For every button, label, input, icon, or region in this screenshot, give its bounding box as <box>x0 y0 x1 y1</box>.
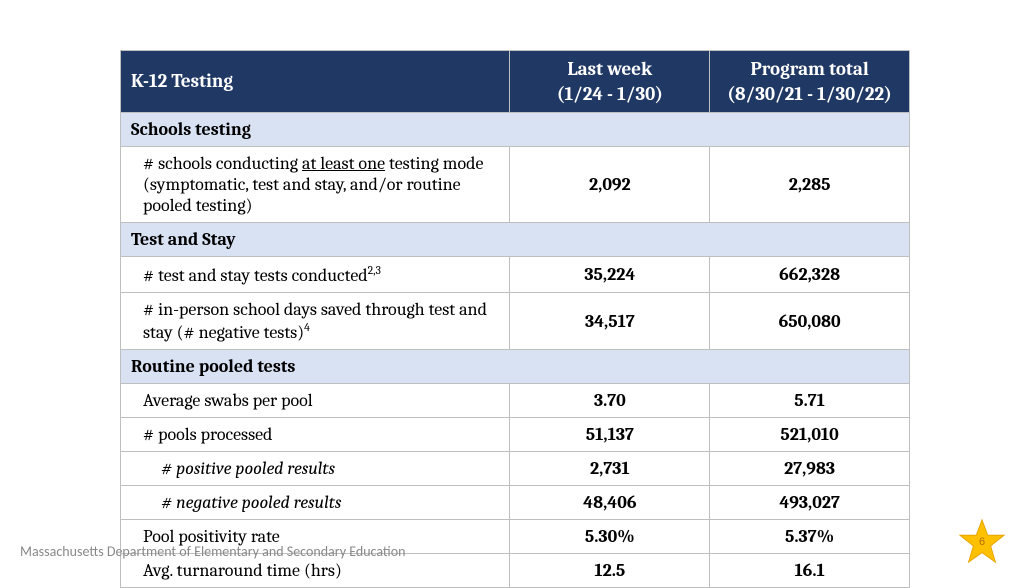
cell-value-total: 2,285 <box>710 147 910 223</box>
section-routine-pooled: Routine pooled tests <box>121 350 910 384</box>
label-pre: # schools conducting <box>143 153 302 174</box>
cell-value-total: 662,328 <box>710 257 910 293</box>
page-star-icon: 6 <box>958 518 1006 566</box>
cell-value-total: 16.1 <box>710 554 910 588</box>
footer-text: Massachusetts Department of Elementary a… <box>20 543 405 560</box>
row-ts-conducted: # test and stay tests conducted2,3 35,22… <box>121 257 910 293</box>
cell-label: # schools conducting at least one testin… <box>121 147 510 223</box>
cell-value-total: 521,010 <box>710 418 910 452</box>
cell-value-week: 2,731 <box>510 452 710 486</box>
table-header-row: K-12 Testing Last week (1/24 - 1/30) Pro… <box>121 51 910 113</box>
header-col1-line2: (1/24 - 1/30) <box>520 82 699 107</box>
cell-label: Average swabs per pool <box>121 384 510 418</box>
row-positive-results: # positive pooled results 2,731 27,983 <box>121 452 910 486</box>
cell-value-total: 650,080 <box>710 293 910 350</box>
row-avg-swabs: Average swabs per pool 3.70 5.71 <box>121 384 910 418</box>
section-test-and-stay: Test and Stay <box>121 223 910 257</box>
label-text: # in-person school days saved through te… <box>143 299 487 343</box>
row-schools-conducting: # schools conducting at least one testin… <box>121 147 910 223</box>
label-sup: 2,3 <box>368 263 381 277</box>
row-negative-results: # negative pooled results 48,406 493,027 <box>121 486 910 520</box>
row-ts-saved: # in-person school days saved through te… <box>121 293 910 350</box>
header-col1-line1: Last week <box>520 57 699 82</box>
cell-value-week: 3.70 <box>510 384 710 418</box>
header-col2-line1: Program total <box>720 57 899 82</box>
label-underline: at least one <box>302 153 385 174</box>
cell-value-total: 493,027 <box>710 486 910 520</box>
cell-value-total: 5.71 <box>710 384 910 418</box>
cell-value-week: 48,406 <box>510 486 710 520</box>
cell-value-week: 51,137 <box>510 418 710 452</box>
cell-value-week: 5.30% <box>510 520 710 554</box>
section-label: Routine pooled tests <box>121 350 910 384</box>
row-pools-processed: # pools processed 51,137 521,010 <box>121 418 910 452</box>
header-title: K-12 Testing <box>121 51 510 113</box>
cell-label: # test and stay tests conducted2,3 <box>121 257 510 293</box>
cell-label: # positive pooled results <box>121 452 510 486</box>
section-label: Schools testing <box>121 113 910 147</box>
cell-label: # in-person school days saved through te… <box>121 293 510 350</box>
header-program-total: Program total (8/30/21 - 1/30/22) <box>710 51 910 113</box>
page-number: 6 <box>979 536 985 548</box>
cell-value-week: 34,517 <box>510 293 710 350</box>
cell-value-week: 2,092 <box>510 147 710 223</box>
cell-value-week: 12.5 <box>510 554 710 588</box>
section-schools-testing: Schools testing <box>121 113 910 147</box>
testing-table: K-12 Testing Last week (1/24 - 1/30) Pro… <box>120 50 910 588</box>
label-text: # test and stay tests conducted <box>143 265 368 286</box>
cell-label: # negative pooled results <box>121 486 510 520</box>
testing-table-container: K-12 Testing Last week (1/24 - 1/30) Pro… <box>120 50 910 588</box>
cell-value-total: 5.37% <box>710 520 910 554</box>
header-col2-line2: (8/30/21 - 1/30/22) <box>720 82 899 107</box>
cell-value-week: 35,224 <box>510 257 710 293</box>
label-sup: 4 <box>304 320 310 334</box>
cell-label: # pools processed <box>121 418 510 452</box>
section-label: Test and Stay <box>121 223 910 257</box>
cell-value-total: 27,983 <box>710 452 910 486</box>
header-last-week: Last week (1/24 - 1/30) <box>510 51 710 113</box>
